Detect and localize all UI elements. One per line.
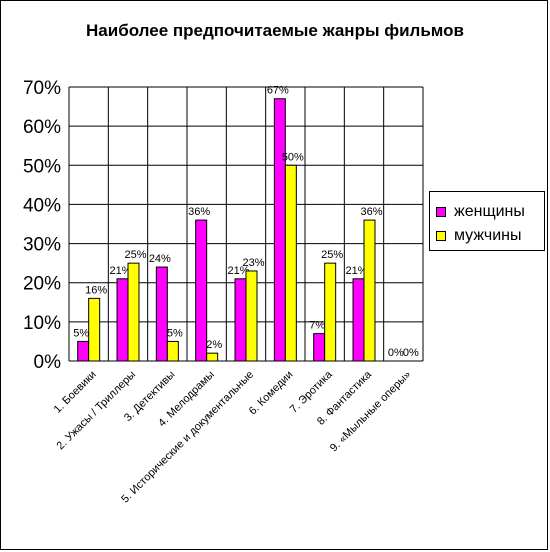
bar-women [155, 266, 168, 362]
data-label: 21% [109, 265, 131, 277]
data-label: 16% [85, 284, 107, 296]
y-tick-label: 50% [23, 156, 61, 177]
data-label: 23% [242, 257, 264, 269]
bar-women [273, 98, 286, 362]
x-tick-label: 9. «Мыльные оперы» [328, 369, 414, 455]
bar-women [234, 278, 247, 362]
data-label: 36% [188, 206, 210, 218]
legend-swatch-women [436, 207, 446, 217]
bar-women [352, 278, 365, 362]
data-label: 21% [345, 265, 367, 277]
data-label: 25% [124, 249, 146, 261]
data-label: 7% [309, 320, 325, 332]
bar-men [363, 219, 376, 362]
data-label: 50% [282, 151, 304, 163]
y-tick-label: 40% [23, 195, 61, 216]
bar-men [245, 270, 258, 362]
data-label: 2% [206, 339, 222, 351]
bar-men [284, 164, 297, 362]
legend: женщины мужчины [429, 191, 545, 251]
y-tick-label: 60% [23, 117, 61, 138]
legend-item-men: мужчины [436, 227, 522, 245]
data-label: 25% [321, 249, 343, 261]
data-label: 5% [73, 327, 89, 339]
y-tick-label: 20% [23, 274, 61, 295]
legend-label-women: женщины [454, 203, 525, 220]
legend-item-women: женщины [436, 203, 525, 221]
y-tick-label: 70% [23, 78, 61, 99]
bar-women [116, 278, 129, 362]
bar-men [88, 297, 101, 362]
y-tick-label: 10% [23, 313, 61, 334]
data-label: 24% [149, 253, 171, 265]
bar-men [166, 340, 179, 362]
bar-men [206, 352, 219, 362]
data-label: 5% [167, 327, 183, 339]
chart-title: Наиболее предпочитаемые жанры фильмов [86, 21, 464, 40]
y-tick-label: 30% [23, 235, 61, 256]
x-tick-label: 2. Ужасы / Триллеры [55, 369, 139, 453]
bar-women [313, 333, 326, 362]
bar-women [195, 219, 208, 362]
data-label: 67% [267, 85, 289, 97]
legend-label-men: мужчины [454, 227, 522, 244]
bar-men [324, 262, 337, 362]
data-label: 36% [360, 206, 382, 218]
data-label: 21% [227, 265, 249, 277]
bar-women [77, 340, 90, 362]
legend-swatch-men [436, 231, 446, 241]
y-tick-label: 0% [34, 352, 62, 373]
data-label: 0% [388, 347, 404, 359]
bar-men [127, 262, 140, 362]
data-label: 0% [403, 347, 419, 359]
